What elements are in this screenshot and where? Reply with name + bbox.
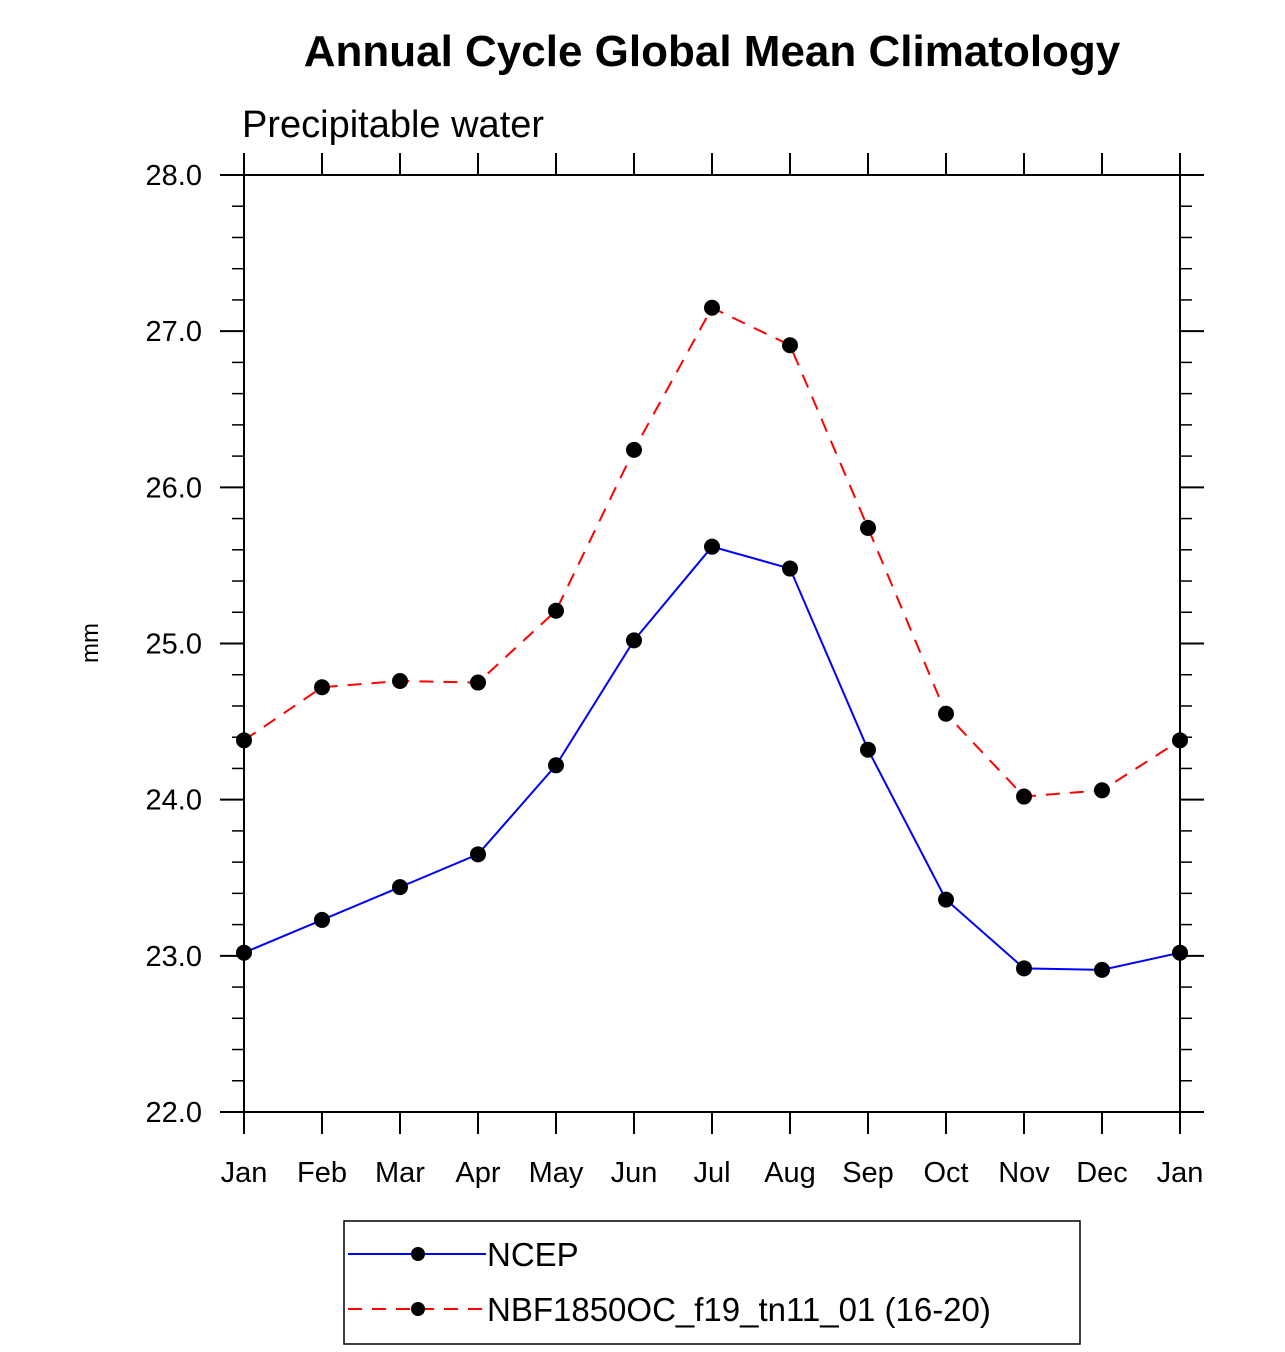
data-point-model (782, 337, 798, 354)
data-point-model (626, 441, 642, 458)
x-tick-label: Feb (297, 1157, 347, 1189)
x-tick-label: Dec (1076, 1157, 1128, 1189)
y-axis-label: mm (77, 623, 104, 663)
data-point-ncep (314, 911, 330, 928)
data-point-ncep (1016, 960, 1032, 977)
x-tick-label: Apr (455, 1157, 500, 1189)
data-point-ncep (470, 846, 486, 863)
legend-marker-ncep (411, 1247, 425, 1261)
data-point-ncep (782, 560, 798, 577)
data-point-model (392, 672, 408, 689)
data-point-ncep (236, 944, 252, 961)
data-point-ncep (548, 757, 564, 774)
legend-label-ncep: NCEP (487, 1236, 579, 1273)
x-tick-label: Jan (221, 1157, 268, 1189)
y-tick-label: 24.0 (146, 785, 202, 817)
data-point-model (1016, 788, 1032, 805)
legend-box (343, 1220, 1081, 1345)
legend-marker-model (411, 1302, 425, 1316)
x-tick-label: Jun (611, 1157, 658, 1189)
x-tick-label: Sep (842, 1157, 894, 1189)
data-point-ncep (1172, 944, 1188, 961)
data-point-model (1172, 732, 1188, 749)
x-tick-label: Mar (375, 1157, 425, 1189)
data-point-ncep (626, 632, 642, 649)
y-tick-label: 28.0 (146, 160, 202, 192)
y-tick-label: 27.0 (146, 316, 202, 348)
x-tick-label: Nov (998, 1157, 1050, 1189)
y-tick-label: 26.0 (146, 472, 202, 504)
x-tick-label: Oct (923, 1157, 968, 1189)
data-point-model (704, 299, 720, 316)
data-point-model (1094, 782, 1110, 799)
x-tick-label: Aug (764, 1157, 816, 1189)
x-tick-label: Jan (1157, 1157, 1204, 1189)
data-point-model (470, 674, 486, 691)
legend-label-model: NBF1850OC_f19_tn11_01 (16-20) (487, 1291, 991, 1328)
data-point-model (548, 602, 564, 619)
data-point-ncep (860, 741, 876, 758)
data-point-model (860, 519, 876, 536)
chart-subtitle: Precipitable water (242, 104, 544, 146)
x-tick-label: May (529, 1157, 584, 1189)
x-tick-label: Jul (693, 1157, 730, 1189)
y-tick-label: 23.0 (146, 941, 202, 973)
chart-title: Annual Cycle Global Mean Climatology (304, 27, 1121, 76)
data-point-ncep (392, 879, 408, 896)
data-point-model (938, 705, 954, 722)
data-point-model (236, 732, 252, 749)
y-tick-label: 22.0 (146, 1097, 202, 1129)
data-point-ncep (704, 538, 720, 555)
data-point-ncep (1094, 961, 1110, 978)
data-point-ncep (938, 891, 954, 908)
legend: NCEP NBF1850OC_f19_tn11_01 (16-20) (343, 1220, 1081, 1345)
series-line-ncep (243, 545, 1181, 971)
y-tick-label: 25.0 (146, 629, 202, 661)
data-point-model (314, 679, 330, 696)
